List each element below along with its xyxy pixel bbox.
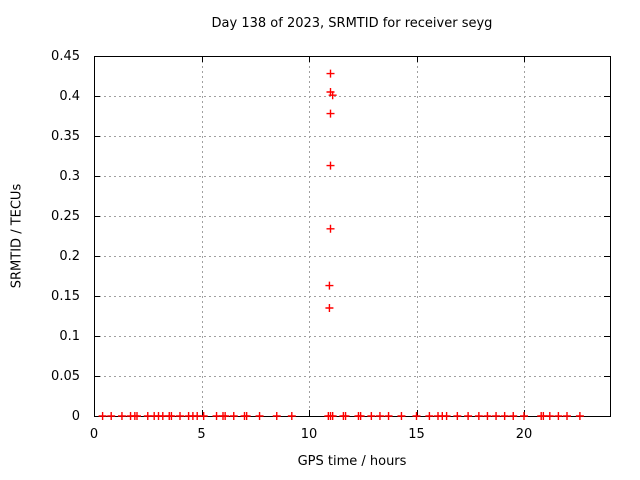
data-point-plus [356,412,365,420]
data-point-plus [474,412,483,420]
data-point-plus [98,412,107,420]
data-point-plus [554,412,563,420]
data-point-plus [326,161,335,170]
data-point-plus [375,412,384,420]
data-point-plus [575,412,584,420]
y-tick-label: 0 [72,409,80,424]
data-point-plus [176,412,184,420]
data-point-plus [229,412,238,420]
data-point-plus [272,412,281,420]
data-point-plus [255,412,264,420]
data-point-plus [341,412,350,420]
data-point-plus [133,412,141,420]
data-point-plus [442,412,451,420]
x-tick-label: 5 [197,427,205,442]
y-tick-label: 0.05 [51,369,80,384]
data-point-plus [367,412,376,420]
data-point-plus [325,281,334,290]
data-point-plus [221,412,230,420]
y-tick-label: 0.35 [51,129,80,144]
data-point-plus [326,69,335,78]
data-point-plus [412,412,421,420]
data-point-plus [328,412,337,420]
data-point-plus [492,412,501,420]
x-tick-label: 20 [516,427,533,442]
data-point-plus [199,412,208,420]
data-point-plus [328,91,337,100]
data-point-plus [483,412,492,420]
x-axis-label: GPS time / hours [297,454,407,469]
data-point-plus [107,412,116,420]
data-point-plus [453,412,462,420]
y-tick-label: 0.2 [59,249,80,264]
data-point-plus [464,412,473,420]
data-point-plus [397,412,406,420]
y-axis-label: SRMTID / TECUs [9,183,25,289]
y-tick-label: 0.15 [51,289,80,304]
data-point-plus [384,412,393,420]
data-point-plus [425,412,434,420]
data-point-plus [287,412,296,420]
x-tick-label: 0 [90,427,98,442]
y-tick-label: 0.25 [51,209,80,224]
data-point-plus [117,412,126,420]
data-point-plus [326,109,335,118]
data-point-plus [325,304,334,312]
y-tick-label: 0.1 [59,329,80,344]
y-tick-label: 0.3 [59,169,80,184]
data-point-plus [520,412,528,420]
data-point-plus [563,412,571,420]
data-point-plus [509,412,518,420]
x-tick-label: 15 [408,427,425,442]
data-point-plus [326,224,335,233]
data-point-plus [500,412,509,420]
data-point-plus [545,412,554,420]
data-point-plus [167,412,176,420]
y-tick-label: 0.45 [51,49,80,64]
y-tick-label: 0.4 [59,89,80,104]
data-point-plus [242,412,251,420]
chart-title: Day 138 of 2023, SRMTID for receiver sey… [211,16,493,31]
x-tick-label: 10 [301,427,318,442]
